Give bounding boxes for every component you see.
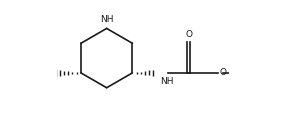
Text: NH: NH — [160, 77, 173, 86]
Text: O: O — [185, 30, 192, 39]
Text: O: O — [220, 68, 227, 77]
Text: NH: NH — [100, 15, 114, 24]
